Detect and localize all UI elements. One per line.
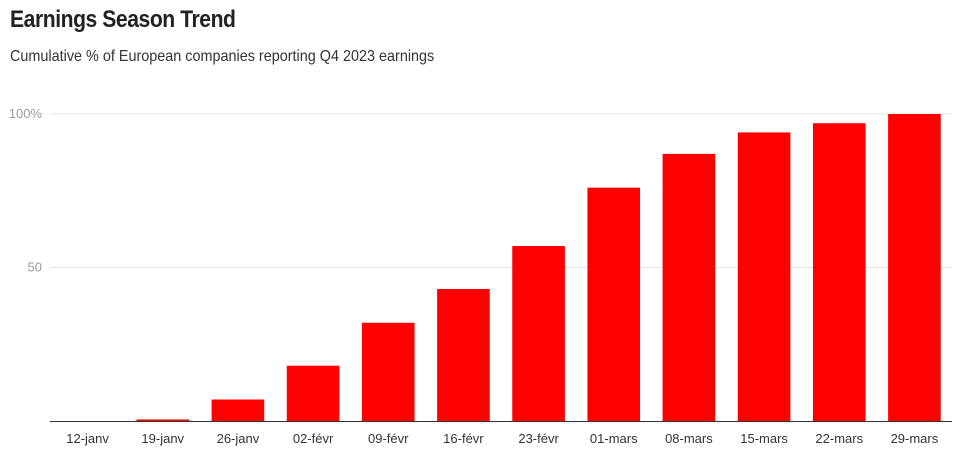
x-tick-label: 02-févr xyxy=(293,431,334,446)
bar xyxy=(662,153,716,421)
x-tick-label: 26-janv xyxy=(217,431,260,446)
x-tick-label: 15-mars xyxy=(740,431,788,446)
x-tick-label: 08-mars xyxy=(665,431,713,446)
bar xyxy=(737,132,791,422)
bar xyxy=(361,322,415,421)
x-tick-label: 23-févr xyxy=(518,431,559,446)
y-tick-label: 100% xyxy=(9,106,43,121)
x-tick-label: 22-mars xyxy=(815,431,863,446)
x-tick-label: 19-janv xyxy=(141,431,184,446)
bar xyxy=(286,365,340,421)
bar xyxy=(812,123,866,422)
bar xyxy=(512,246,565,421)
x-tick-label: 16-févr xyxy=(443,431,484,446)
x-tick-label: 01-mars xyxy=(590,431,638,446)
bar xyxy=(211,399,265,421)
y-tick-label: 50 xyxy=(28,260,42,275)
chart-subtitle: Cumulative % of European companies repor… xyxy=(10,48,435,65)
chart-title: Earnings Season Trend xyxy=(10,6,236,33)
bar xyxy=(136,419,190,421)
bar xyxy=(888,114,941,421)
bar xyxy=(437,288,490,421)
x-tick-label: 09-févr xyxy=(368,431,409,446)
x-tick-label: 29-mars xyxy=(891,431,939,446)
bar xyxy=(587,187,641,421)
x-tick-label: 12-janv xyxy=(66,431,109,446)
